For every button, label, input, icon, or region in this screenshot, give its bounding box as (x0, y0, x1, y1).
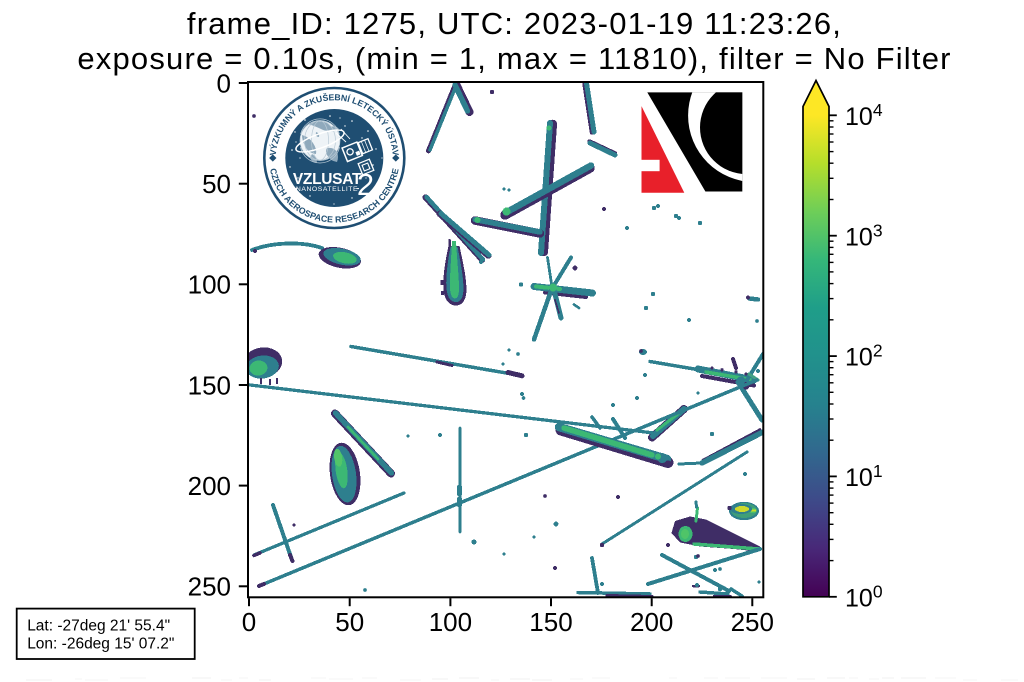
svg-text:100: 100 (188, 270, 231, 300)
svg-text:102: 102 (845, 341, 883, 372)
svg-text:Lon: -26deg 15' 07.2": Lon: -26deg 15' 07.2" (27, 635, 174, 652)
svg-text:VZLUSAT: VZLUSAT (293, 171, 362, 188)
svg-text:exposure = 0.10s, (min = 1, ma: exposure = 0.10s, (min = 1, max = 11810)… (77, 41, 951, 76)
svg-text:0: 0 (217, 68, 231, 98)
svg-text:104: 104 (845, 100, 883, 131)
svg-text:Lat: -27deg 21' 55.4": Lat: -27deg 21' 55.4" (27, 618, 170, 635)
svg-text:103: 103 (845, 220, 883, 251)
svg-text:100: 100 (845, 582, 883, 613)
svg-text:0: 0 (242, 607, 256, 637)
svg-text:250: 250 (188, 572, 231, 602)
svg-text:2: 2 (357, 167, 374, 202)
svg-text:frame_ID: 1275, UTC: 2023-01-1: frame_ID: 1275, UTC: 2023-01-19 11:23:26… (187, 6, 842, 41)
svg-text:150: 150 (529, 607, 572, 637)
svg-text:200: 200 (188, 471, 231, 501)
svg-text:101: 101 (845, 461, 883, 492)
svg-text:200: 200 (630, 607, 673, 637)
svg-text:50: 50 (335, 607, 364, 637)
svg-text:NANOSATELLITE: NANOSATELLITE (296, 186, 358, 193)
svg-text:50: 50 (202, 169, 231, 199)
svg-text:100: 100 (429, 607, 472, 637)
svg-text:250: 250 (731, 607, 774, 637)
svg-text:150: 150 (188, 370, 231, 400)
